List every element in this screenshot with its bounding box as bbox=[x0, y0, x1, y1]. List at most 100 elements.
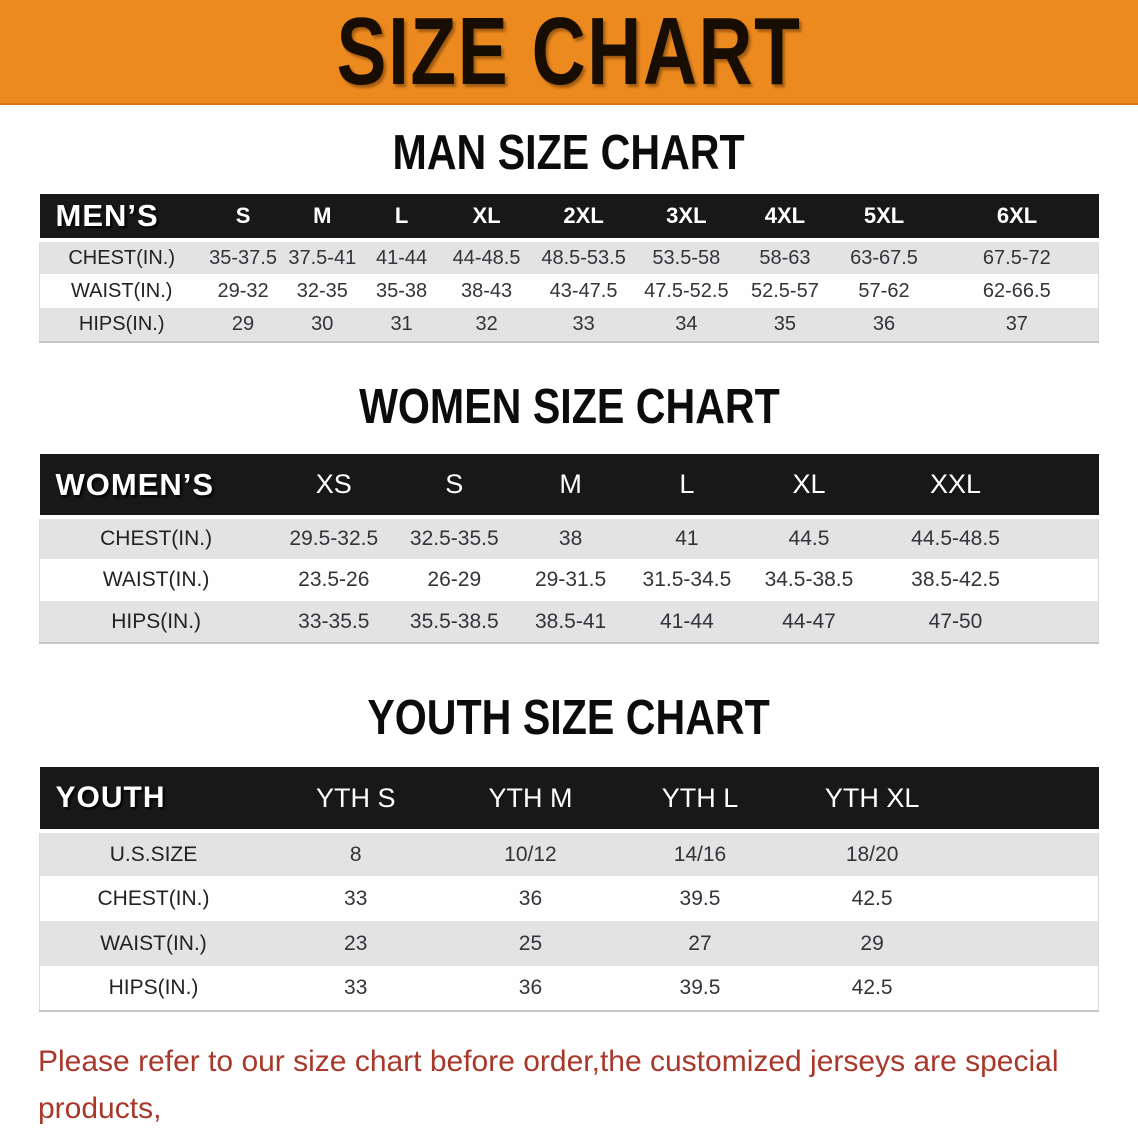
size-value-cell: 35.5-38.5 bbox=[395, 601, 514, 644]
column-header: XXL bbox=[872, 454, 1039, 519]
size-value-cell: 58-63 bbox=[759, 246, 811, 269]
section-women: WOMEN SIZE CHART WOMEN’S XS S M L XL XXL CHEST(… bbox=[0, 383, 1138, 644]
spacer-cell bbox=[1038, 601, 1099, 644]
size-value-cell: 38 bbox=[558, 527, 583, 550]
size-value-cell: 38.5-41 bbox=[513, 601, 628, 644]
table-row: WAIST(IN.) 23 25 27 29 bbox=[39, 921, 1099, 966]
column-header: S bbox=[203, 194, 283, 242]
column-header: YTH L bbox=[616, 767, 784, 833]
column-header: XS bbox=[272, 454, 396, 519]
row-label: WAIST(IN.) bbox=[39, 559, 273, 601]
size-value-cell: 14/16 bbox=[673, 842, 727, 866]
size-value-cell: 29.5-32.5 bbox=[289, 527, 379, 550]
size-value-cell: 63-67.5 bbox=[850, 246, 918, 269]
column-header: 5XL bbox=[832, 194, 936, 242]
size-value-cell: 67.5-72 bbox=[935, 240, 1099, 274]
row-label: HIPS(IN.) bbox=[39, 966, 268, 1012]
table-row: HIPS(IN.) 33-35.5 35.5-38.5 38.5-41 41-44 44-… bbox=[39, 601, 1099, 644]
spacer-cell bbox=[960, 921, 1099, 966]
table-row: U.S.SIZE 8 10/12 14/16 18/20 bbox=[39, 831, 1099, 876]
table-row: WAIST(IN.) 23.5-26 26-29 29-31.5 31.5-34.5 34… bbox=[39, 559, 1099, 601]
size-value-cell: 37.5-41 bbox=[288, 246, 357, 269]
size-value-cell: 32-35 bbox=[296, 279, 348, 302]
spacer-cell bbox=[1038, 454, 1099, 519]
section-youth: YOUTH SIZE CHART YOUTH YTH S YTH M YTH L YTH… bbox=[0, 694, 1138, 1012]
size-value-cell: 38.5-42.5 bbox=[911, 568, 1000, 591]
size-value-cell: 47-50 bbox=[872, 601, 1039, 644]
table-row: HIPS(IN.) 29 30 31 32 33 34 35 36 37 bbox=[39, 308, 1099, 343]
size-value-cell: 33 bbox=[344, 886, 368, 910]
section-men: MAN SIZE CHART MEN’S S M L XL 2XL 3XL 4XL 5XL 6XL… bbox=[0, 129, 1138, 343]
table-row: WAIST(IN.) 29-32 32-35 35-38 38-43 43-47.5 47.… bbox=[39, 274, 1099, 308]
note-line-1: Please refer to our size chart before or… bbox=[38, 1045, 1059, 1125]
column-header: YTH M bbox=[444, 767, 617, 833]
size-value-cell: 41-44 bbox=[375, 246, 428, 269]
spacer-cell bbox=[960, 831, 1099, 876]
size-value-cell: 42.5 bbox=[851, 886, 893, 910]
size-value-cell: 38-43 bbox=[461, 279, 513, 302]
spacer-cell bbox=[960, 876, 1099, 921]
size-value-cell: 52.5-57 bbox=[750, 279, 819, 302]
size-value-cell: 18/20 bbox=[845, 842, 899, 866]
row-label: HIPS(IN.) bbox=[39, 601, 273, 644]
spacer-cell bbox=[1038, 559, 1099, 601]
size-value-cell: 30 bbox=[282, 308, 362, 343]
column-header: XL bbox=[441, 194, 532, 242]
row-label: U.S.SIZE bbox=[39, 831, 268, 876]
table-title: YOUTH bbox=[39, 767, 268, 833]
table-title: MEN’S bbox=[39, 194, 204, 242]
size-value-cell: 48.5-53.5 bbox=[541, 246, 626, 269]
banner: SIZE CHART bbox=[0, 0, 1138, 105]
size-value-cell: 23.5-26 bbox=[298, 568, 370, 591]
size-value-cell: 37 bbox=[935, 308, 1099, 343]
size-value-cell: 36 bbox=[832, 308, 936, 343]
size-value-cell: 25 bbox=[518, 931, 543, 955]
women-size-table: WOMEN’S XS S M L XL XXL CHEST(IN.) 29.5-32.5 32.5… bbox=[39, 454, 1099, 644]
size-value-cell: 8 bbox=[349, 842, 362, 866]
column-header: 3XL bbox=[635, 194, 738, 242]
section-heading-youth: YOUTH SIZE CHART bbox=[0, 694, 1138, 743]
size-value-cell: 32.5-35.5 bbox=[409, 527, 499, 550]
size-value-cell: 41 bbox=[675, 527, 699, 550]
section-heading-men-text: MAN SIZE CHART bbox=[392, 126, 746, 180]
section-heading-women: WOMEN SIZE CHART bbox=[0, 383, 1138, 432]
spacer-cell bbox=[960, 966, 1099, 1012]
table-title: WOMEN’S bbox=[39, 454, 273, 519]
size-value-cell: 53.5-58 bbox=[652, 246, 721, 269]
size-value-cell: 32 bbox=[441, 308, 532, 343]
size-value-cell: 29 bbox=[860, 931, 884, 955]
size-value-cell: 29 bbox=[203, 308, 283, 343]
row-label: HIPS(IN.) bbox=[39, 308, 204, 343]
size-value-cell: 33 bbox=[531, 308, 636, 343]
size-value-cell: 35 bbox=[737, 308, 833, 343]
order-note: Please refer to our size chart before or… bbox=[38, 1038, 1100, 1132]
size-value-cell: 29-31.5 bbox=[534, 568, 607, 591]
spacer-cell bbox=[1038, 517, 1099, 559]
size-value-cell: 44-47 bbox=[745, 601, 873, 644]
size-value-cell: 39.5 bbox=[616, 966, 784, 1012]
column-header: YTH S bbox=[267, 767, 445, 833]
size-value-cell: 47.5-52.5 bbox=[644, 279, 729, 302]
size-value-cell: 35-38 bbox=[375, 279, 428, 302]
row-label: CHEST(IN.) bbox=[39, 876, 268, 921]
column-header: M bbox=[513, 454, 628, 519]
size-value-cell: 44.5-48.5 bbox=[911, 527, 1000, 550]
youth-size-table: YOUTH YTH S YTH M YTH L YTH XL U.S.SIZE 8 10/12… bbox=[39, 767, 1099, 1012]
size-value-cell: 42.5 bbox=[783, 966, 961, 1012]
column-header: L bbox=[361, 194, 442, 242]
header-row: MEN’S S M L XL 2XL 3XL 4XL 5XL 6XL bbox=[39, 194, 1099, 242]
size-value-cell: 27 bbox=[688, 931, 712, 955]
row-label: WAIST(IN.) bbox=[39, 921, 268, 966]
column-header: S bbox=[395, 454, 514, 519]
size-value-cell: 62-66.5 bbox=[935, 274, 1099, 308]
table-row: CHEST(IN.) 33 36 39.5 42.5 bbox=[39, 876, 1099, 921]
section-heading-youth-text: YOUTH SIZE CHART bbox=[367, 691, 771, 745]
column-header: 4XL bbox=[737, 194, 833, 242]
table-row: HIPS(IN.) 33 36 39.5 42.5 bbox=[39, 966, 1099, 1012]
column-header: L bbox=[627, 454, 746, 519]
row-label: CHEST(IN.) bbox=[39, 517, 273, 559]
column-header: 2XL bbox=[531, 194, 636, 242]
column-header: M bbox=[282, 194, 362, 242]
size-value-cell: 39.5 bbox=[679, 886, 721, 910]
